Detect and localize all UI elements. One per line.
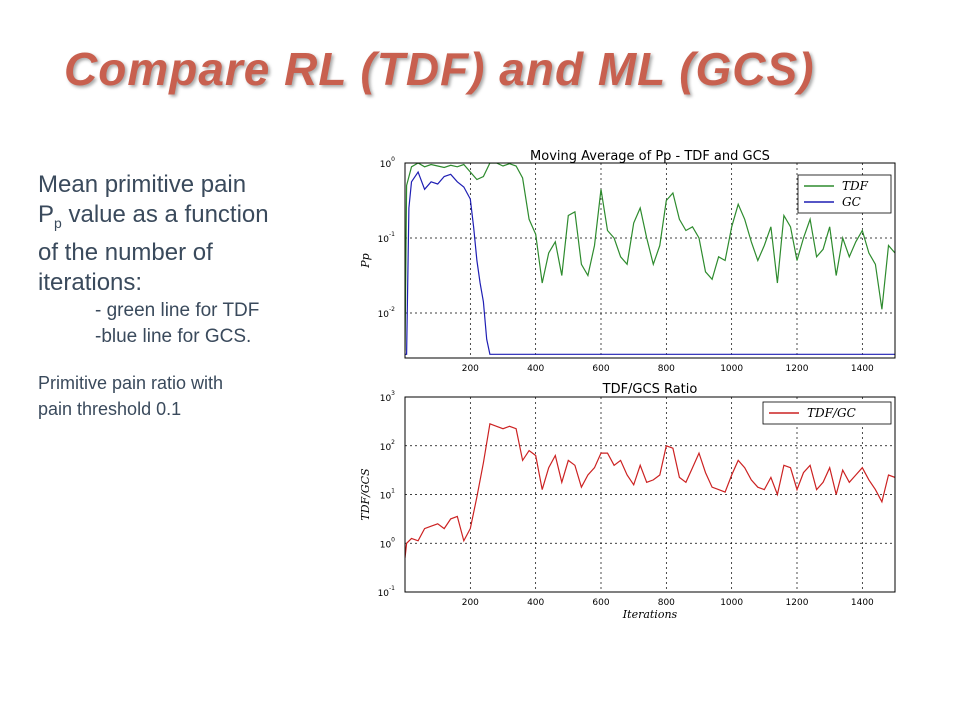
y-tick-base: 10	[378, 589, 390, 599]
ratio-note: Primitive pain ratio with pain threshold…	[38, 370, 358, 422]
y-tick-base: 10	[380, 394, 392, 404]
legend-box	[762, 401, 892, 425]
y-tick-label: 10-1	[378, 231, 396, 245]
legend-label: GC	[842, 195, 861, 209]
y-tick-exponent: 1	[391, 488, 395, 495]
y-tick-exponent: 0	[391, 536, 395, 543]
blue-line-note: -blue line for GCS.	[95, 325, 252, 347]
series-line-gc	[405, 170, 895, 355]
x-tick-label: 1000	[720, 364, 743, 374]
y-tick-exponent: -1	[389, 231, 395, 238]
series-line-tdf	[405, 163, 895, 351]
x-tick-label: 400	[527, 364, 544, 374]
x-tick-label: 600	[592, 364, 609, 374]
x-tick-label: 800	[658, 598, 675, 608]
x-tick-label: 200	[462, 364, 479, 374]
y-tick-label: 100	[380, 156, 395, 170]
y-tick-exponent: 0	[391, 156, 395, 163]
y-tick-exponent: -2	[389, 306, 395, 313]
y-tick-exponent: 2	[391, 439, 395, 446]
y-tick-base: 10	[380, 492, 392, 502]
green-line-note: - green line for TDF	[95, 299, 260, 321]
y-tick-base: 10	[380, 443, 392, 453]
legend-label: TDF/GC	[807, 406, 856, 420]
y-tick-base: 10	[380, 540, 392, 550]
x-tick-label: 1400	[851, 364, 874, 374]
description-line-3: of the number of	[38, 238, 213, 266]
description-line-2-rest: value as a function	[61, 201, 269, 228]
x-tick-label: 600	[592, 598, 609, 608]
x-tick-label: 1400	[851, 598, 874, 608]
chart-title: TDF/GCS Ratio	[602, 382, 698, 397]
y-tick-label: 100	[380, 536, 395, 550]
pp-moving-average-chart: 200 400 600 800 1000 1200 140010010-110-2Movin…	[359, 149, 896, 374]
ratio-note-line-1: Primitive pain ratio with	[38, 372, 224, 393]
description-line-1: Mean primitive pain	[38, 171, 247, 198]
plot-frame	[404, 396, 896, 593]
y-tick-label: 102	[380, 439, 395, 453]
chart-title: Moving Average of Pp - TDF and GCS	[530, 149, 770, 164]
y-tick-label: 101	[380, 488, 395, 502]
tdf-gcs-ratio-chart: 200 400 600 800 1000 1200 140010310210110010-1…	[359, 382, 896, 621]
pp-symbol: P	[38, 201, 55, 228]
slide-title: Compare RL (TDF) and ML (GCS)	[64, 43, 815, 95]
legend-label: TDF	[842, 179, 869, 193]
description-line-2: Pp value as a function	[38, 200, 358, 238]
series-line-tdf-gc	[405, 422, 895, 558]
x-tick-label: 400	[527, 598, 544, 608]
x-tick-label: 1000	[720, 598, 743, 608]
pp-subscript: p	[54, 214, 62, 231]
legend-box	[797, 174, 892, 214]
y-tick-label: 103	[380, 390, 395, 404]
x-tick-label: 200	[462, 598, 479, 608]
y-axis-label: TDF/GCS	[359, 468, 372, 521]
y-tick-label: 10-1	[378, 585, 396, 599]
y-tick-base: 10	[380, 160, 392, 170]
y-axis-label: Pp	[359, 253, 372, 268]
y-tick-base: 10	[378, 310, 390, 320]
y-tick-base: 10	[378, 235, 390, 245]
y-tick-exponent: -1	[389, 585, 395, 592]
x-axis-label: Iterations	[622, 608, 678, 621]
x-tick-label: 800	[658, 364, 675, 374]
x-tick-label: 1200	[786, 598, 809, 608]
description-line-4: iterations:	[38, 268, 143, 296]
y-tick-label: 10-2	[378, 306, 396, 320]
plot-frame	[404, 162, 896, 359]
description-block: Mean primitive pain Pp value as a functi…	[38, 170, 358, 422]
y-tick-exponent: 3	[391, 390, 395, 397]
x-tick-label: 1200	[786, 364, 809, 374]
ratio-note-line-2: pain threshold 0.1	[38, 398, 182, 419]
